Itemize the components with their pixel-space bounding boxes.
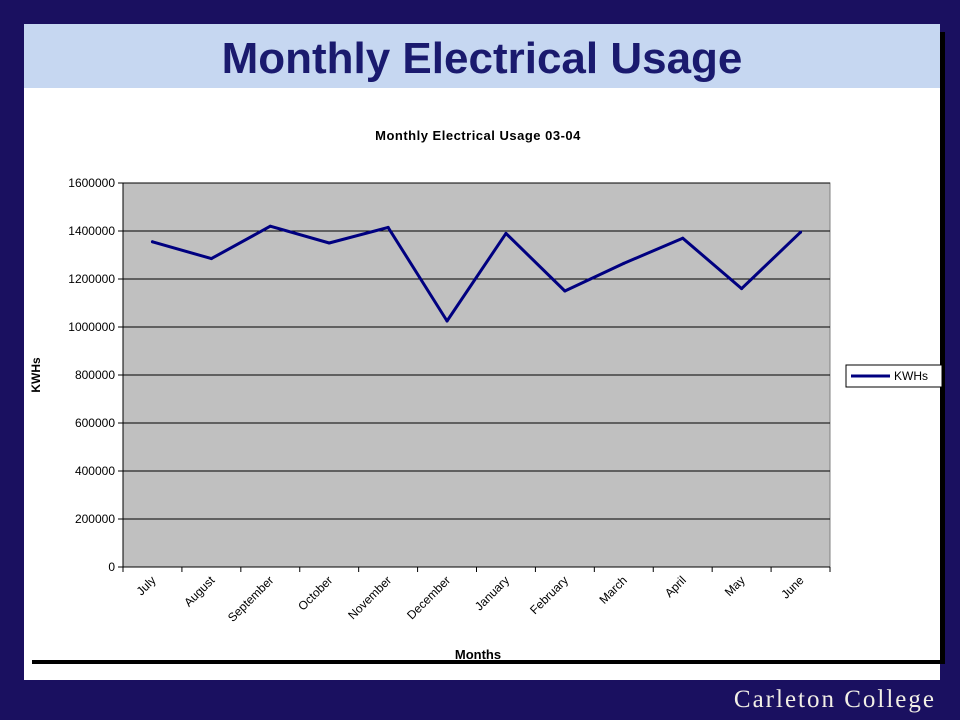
x-tick-label: January bbox=[472, 573, 512, 613]
x-tick-label: February bbox=[527, 573, 571, 617]
chart-title: Monthly Electrical Usage 03-04 bbox=[375, 128, 581, 143]
x-tick-label: December bbox=[404, 573, 453, 622]
x-axis-title: Months bbox=[455, 647, 501, 662]
slide-shadow-right bbox=[940, 32, 945, 664]
y-tick-label: 400000 bbox=[75, 464, 115, 478]
data-point bbox=[327, 241, 331, 245]
footer-college-name: Carleton College bbox=[733, 686, 936, 713]
y-axis-ticks: 0 200000 400000 600000 800000 1000000 1200000 1… bbox=[68, 176, 123, 574]
data-point bbox=[445, 319, 449, 323]
y-tick-label: 1400000 bbox=[68, 224, 115, 238]
data-point bbox=[563, 289, 567, 293]
x-axis-ticks: July August September October November Decemb… bbox=[122, 567, 831, 625]
data-point bbox=[681, 236, 685, 240]
x-tick-label: October bbox=[295, 573, 335, 613]
data-point bbox=[799, 230, 803, 234]
data-point bbox=[209, 257, 213, 261]
legend: KWHs bbox=[845, 364, 943, 388]
y-tick-label: 0 bbox=[108, 560, 115, 574]
data-point bbox=[504, 231, 508, 235]
title-band bbox=[24, 24, 940, 88]
x-tick-label: April bbox=[662, 573, 689, 600]
x-tick-label: May bbox=[722, 573, 748, 599]
y-tick-label: 1200000 bbox=[68, 272, 115, 286]
data-point bbox=[268, 224, 272, 228]
y-axis-title: KWHs bbox=[29, 357, 43, 393]
series-group bbox=[150, 224, 803, 323]
slide-shadow-bottom bbox=[32, 660, 945, 664]
y-tick-label: 1600000 bbox=[68, 176, 115, 190]
x-tick-label: July bbox=[134, 573, 159, 598]
y-tick-label: 200000 bbox=[75, 512, 115, 526]
x-tick-label: November bbox=[345, 573, 394, 622]
x-tick-label: August bbox=[181, 573, 218, 610]
x-tick-label: June bbox=[778, 573, 807, 602]
data-point bbox=[622, 261, 626, 265]
y-tick-label: 600000 bbox=[75, 416, 115, 430]
legend-box bbox=[845, 364, 943, 388]
slide-title: Monthly Electrical Usage bbox=[221, 34, 743, 83]
gridlines bbox=[123, 182, 830, 520]
x-tick-label: September bbox=[225, 573, 276, 624]
y-tick-label: 1000000 bbox=[68, 320, 115, 334]
y-tick-label: 800000 bbox=[75, 368, 115, 382]
legend-label: KWHs bbox=[894, 369, 928, 383]
series-line bbox=[150, 224, 803, 323]
x-tick-label: March bbox=[596, 573, 629, 606]
data-point bbox=[386, 225, 390, 229]
data-point bbox=[740, 287, 744, 291]
data-point bbox=[150, 240, 154, 244]
